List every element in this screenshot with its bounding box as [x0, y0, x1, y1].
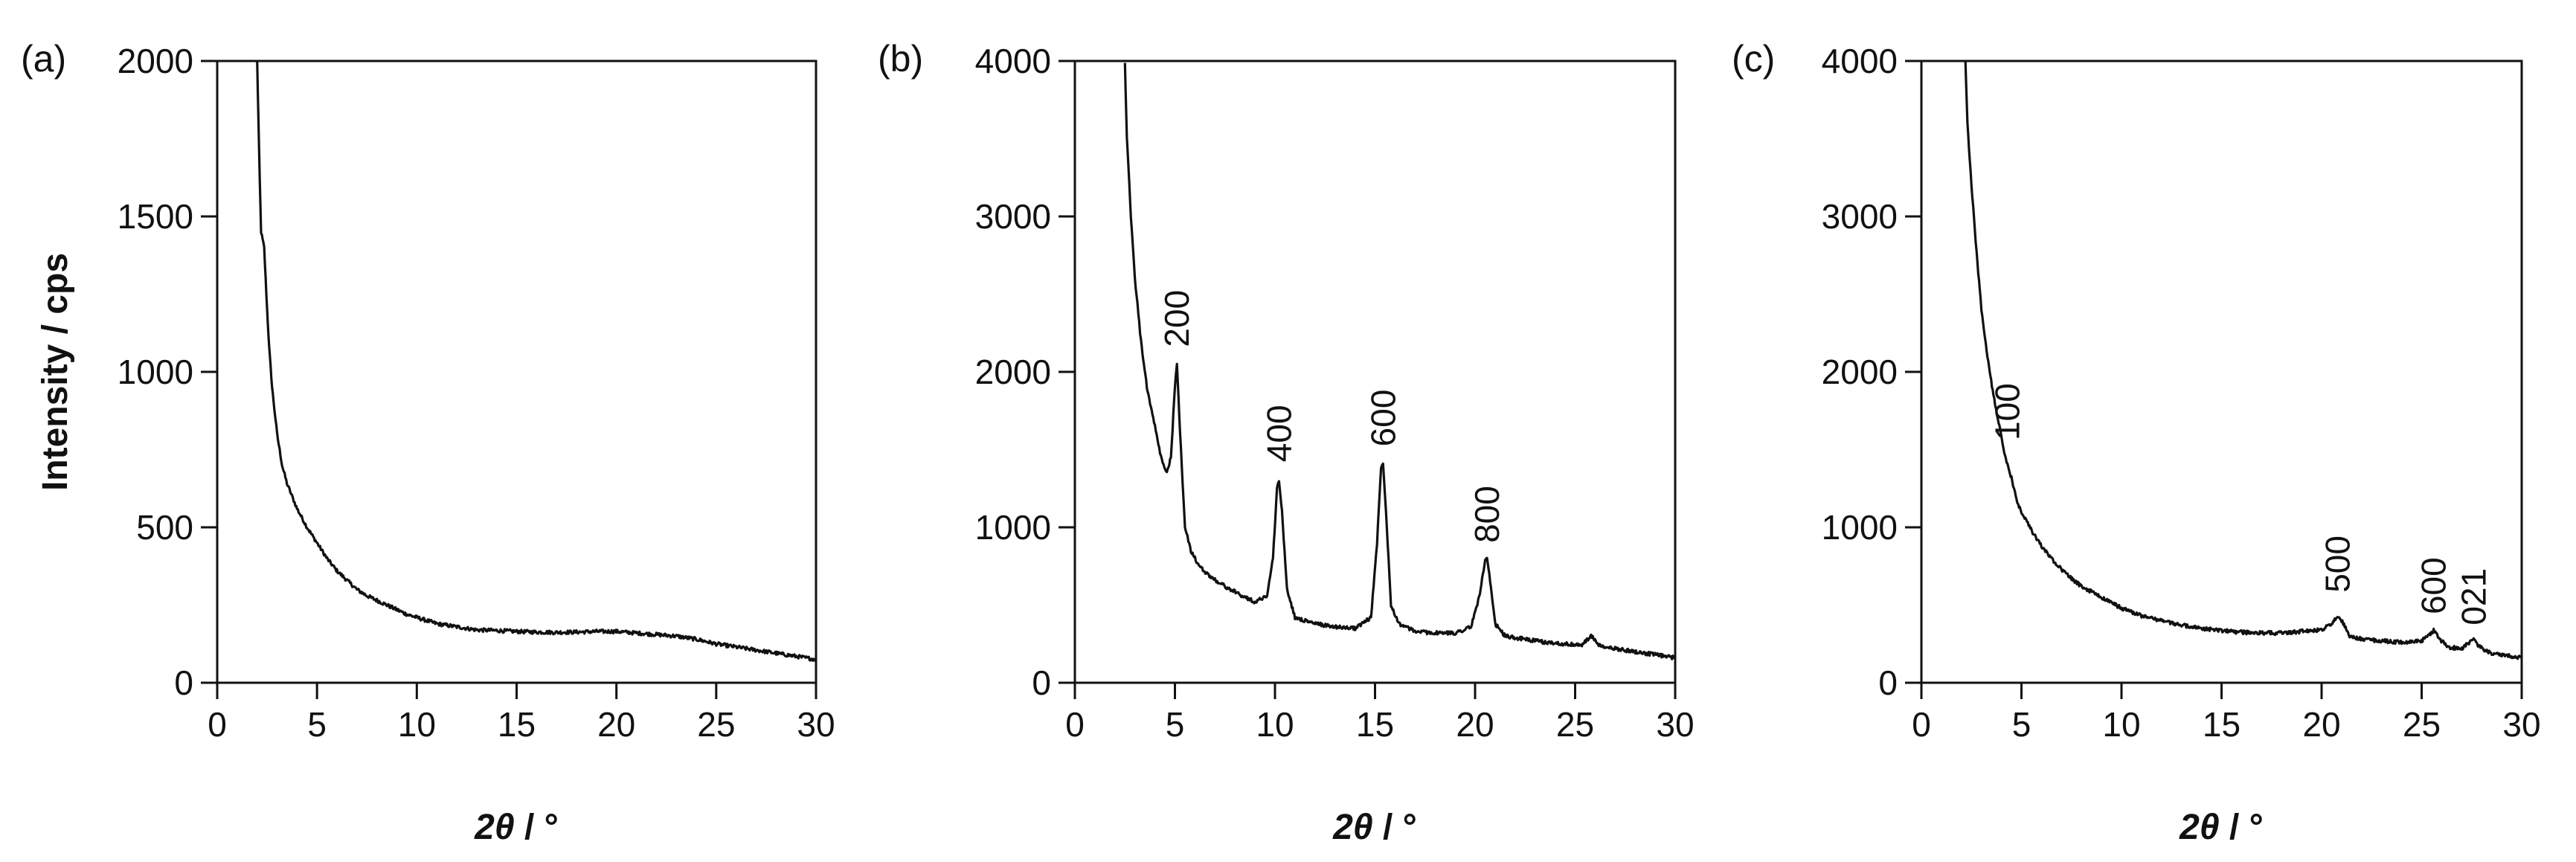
x-tick-label: 20	[1456, 705, 1494, 744]
y-tick-label: 3000	[1822, 197, 1898, 236]
peak-label: 500	[2319, 535, 2357, 593]
panel-b: (b) 0 5 10 15 20 25 30 0 1000 2000 3000 4000 2θ / ° 20…	[878, 38, 1695, 847]
x-tick-label: 5	[2012, 705, 2031, 744]
y-tick-label: 1000	[118, 353, 193, 391]
panel-c: (c) 0 5 10 15 20 25 30 0 1000 2000 3000 4000 2θ / ° 10…	[1732, 38, 2541, 847]
plot-frame	[216, 59, 818, 684]
xrd-trace	[1964, 61, 2522, 660]
x-tick-label: 10	[1256, 705, 1294, 744]
x-tick-label: 5	[1166, 705, 1185, 744]
y-tick-label: 1000	[1822, 508, 1898, 547]
x-axis-title-unit: / °	[515, 808, 559, 847]
x-axis-title-unit: / °	[2220, 808, 2264, 847]
y-tick-label: 2000	[975, 353, 1051, 391]
y-tick-label: 3000	[975, 197, 1051, 236]
xrd-trace	[256, 60, 818, 663]
x-tick-label: 10	[2102, 705, 2140, 744]
y-tick-label: 2000	[118, 42, 193, 80]
x-tick-label: 15	[498, 705, 536, 744]
x-tick-label: 0	[208, 705, 227, 744]
y-tick-label: 0	[1878, 663, 1898, 702]
y-tick-label: 4000	[1822, 42, 1898, 80]
y-axis-title: Intensity / cps	[36, 253, 75, 491]
x-tick-label: 20	[597, 705, 635, 744]
x-axis-title: 2θ / °	[2179, 808, 2264, 847]
peak-label: 600	[2415, 557, 2453, 614]
peak-label: 400	[1259, 405, 1298, 462]
plot-frame	[1073, 59, 1677, 684]
y-tick-label: 1500	[118, 197, 193, 236]
y-tick-label: 0	[1032, 663, 1051, 702]
x-tick-label: 0	[1912, 705, 1931, 744]
x-axis-title: 2θ / °	[474, 808, 559, 847]
x-tick-label: 15	[1356, 705, 1394, 744]
y-tick-label: 0	[174, 663, 193, 702]
y-tick-label: 1000	[975, 508, 1051, 547]
x-tick-label: 25	[1556, 705, 1594, 744]
x-tick-label: 30	[2502, 705, 2540, 744]
panel-a: (a) 0 5 10 15 20 25 30 0 500 1000 1500 2000 2θ / ° Int…	[21, 38, 835, 847]
xrd-trace	[1123, 62, 1677, 660]
y-tick-label: 500	[136, 508, 193, 547]
x-tick-label: 0	[1065, 705, 1085, 744]
x-axis-title: 2θ / °	[1332, 808, 1417, 847]
x-tick-label: 25	[2403, 705, 2441, 744]
x-axis-title-symbol: 2θ	[1332, 808, 1372, 847]
y-tick-label: 4000	[975, 42, 1051, 80]
x-axis-title-unit: / °	[1373, 808, 1417, 847]
x-tick-label: 10	[398, 705, 436, 744]
x-tick-label: 15	[2203, 705, 2241, 744]
panel-label: (b)	[878, 38, 923, 80]
x-tick-label: 5	[307, 705, 327, 744]
peak-label: 021	[2454, 568, 2493, 625]
peak-label: 100	[1988, 383, 2027, 440]
x-tick-label: 30	[797, 705, 835, 744]
panel-label: (a)	[21, 38, 66, 80]
x-tick-label: 25	[697, 705, 735, 744]
panel-label: (c)	[1732, 38, 1775, 80]
x-axis-title-symbol: 2θ	[474, 808, 514, 847]
peak-label: 200	[1157, 290, 1196, 347]
y-tick-label: 2000	[1822, 353, 1898, 391]
peak-label: 600	[1364, 390, 1402, 447]
x-tick-label: 20	[2302, 705, 2340, 744]
x-axis-title-symbol: 2θ	[2179, 808, 2219, 847]
peak-label: 800	[1468, 486, 1506, 543]
x-tick-label: 30	[1656, 705, 1694, 744]
